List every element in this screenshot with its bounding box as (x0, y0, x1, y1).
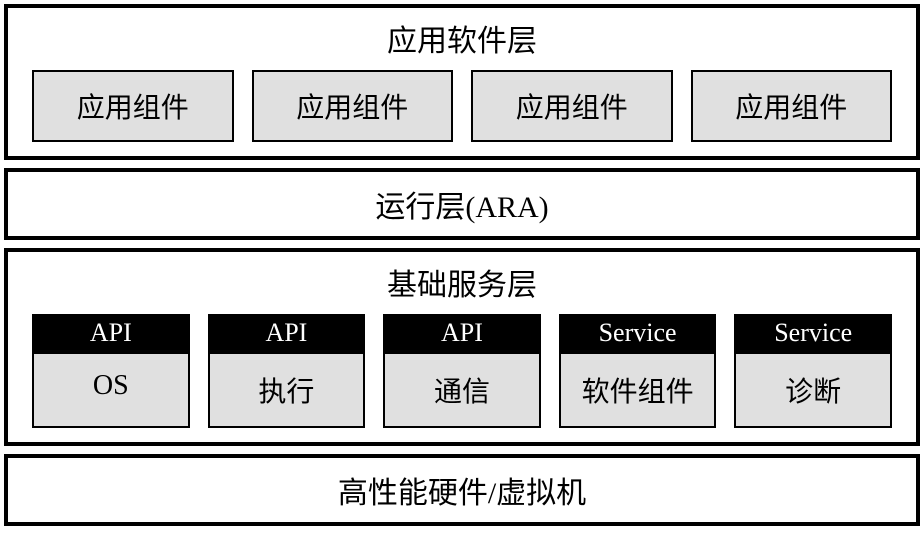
service-header: API (208, 314, 366, 354)
service-box-comm: API 通信 (383, 314, 541, 428)
service-header: Service (734, 314, 892, 354)
service-label: 诊断 (734, 354, 892, 428)
service-header: Service (559, 314, 717, 354)
service-label: 通信 (383, 354, 541, 428)
service-box-os: API OS (32, 314, 190, 428)
runtime-layer: 运行层(ARA) (4, 168, 920, 240)
runtime-layer-title: 运行层(ARA) (8, 182, 916, 226)
service-header: API (383, 314, 541, 354)
service-box-diag: Service 诊断 (734, 314, 892, 428)
app-component-box: 应用组件 (471, 70, 673, 142)
hardware-layer-title: 高性能硬件/虚拟机 (8, 468, 916, 512)
foundation-services-row: API OS API 执行 API 通信 Service 软件组件 Servic… (24, 314, 900, 428)
service-label: 软件组件 (559, 354, 717, 428)
hardware-layer: 高性能硬件/虚拟机 (4, 454, 920, 526)
application-layer: 应用软件层 应用组件 应用组件 应用组件 应用组件 (4, 4, 920, 160)
app-component-box: 应用组件 (32, 70, 234, 142)
application-components-row: 应用组件 应用组件 应用组件 应用组件 (24, 70, 900, 142)
application-layer-title: 应用软件层 (24, 16, 900, 60)
app-component-box: 应用组件 (691, 70, 893, 142)
service-label: OS (32, 354, 190, 428)
foundation-layer-title: 基础服务层 (24, 260, 900, 304)
service-header: API (32, 314, 190, 354)
foundation-layer: 基础服务层 API OS API 执行 API 通信 Service 软件组件 … (4, 248, 920, 446)
app-component-box: 应用组件 (252, 70, 454, 142)
service-label: 执行 (208, 354, 366, 428)
service-box-exec: API 执行 (208, 314, 366, 428)
service-box-sw: Service 软件组件 (559, 314, 717, 428)
